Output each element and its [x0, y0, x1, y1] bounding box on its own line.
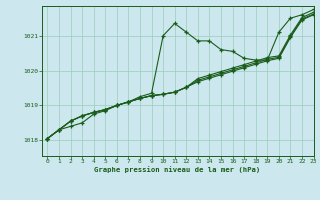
X-axis label: Graphe pression niveau de la mer (hPa): Graphe pression niveau de la mer (hPa) [94, 166, 261, 173]
